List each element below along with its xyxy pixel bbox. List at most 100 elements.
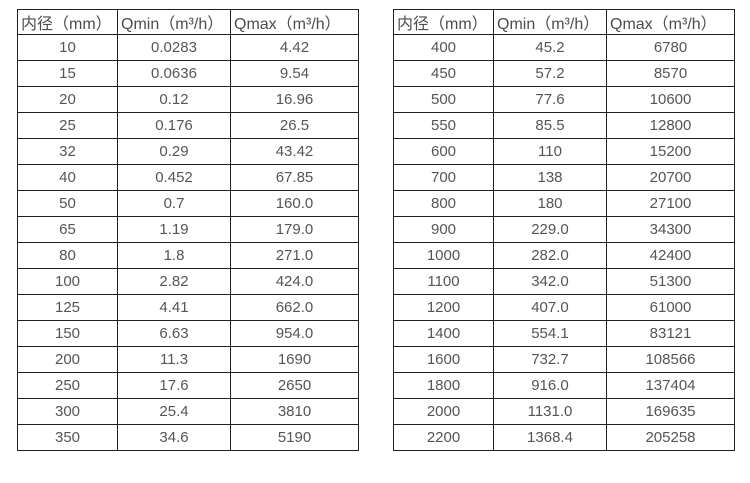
table-cell: 110: [493, 138, 607, 165]
column-header: Qmin（m³/h）: [117, 9, 231, 35]
table-cell: 1.8: [117, 242, 231, 269]
table-cell: 34300: [606, 216, 735, 243]
table-cell: 2000: [393, 398, 494, 425]
table-cell: 500: [393, 86, 494, 113]
table-cell: 0.29: [117, 138, 231, 165]
column-header: 内径（mm）: [17, 9, 118, 35]
table-cell: 1600: [393, 346, 494, 373]
table-row: 400 45.2 6780: [393, 34, 735, 61]
table-cell: 16.96: [230, 86, 359, 113]
table-cell: 100: [17, 268, 118, 295]
table-cell: 550: [393, 112, 494, 139]
table-row: 200 11.3 1690: [17, 346, 359, 373]
header-row: 内径（mm） Qmin（m³/h） Qmax（m³/h）: [393, 9, 735, 35]
table-row: 50 0.7 160.0: [17, 190, 359, 217]
table-row: 1100 342.0 51300: [393, 268, 735, 295]
table-cell: 271.0: [230, 242, 359, 269]
table-cell: 67.85: [230, 164, 359, 191]
table-cell: 700: [393, 164, 494, 191]
table-cell: 250: [17, 372, 118, 399]
table-row: 10 0.0283 4.42: [17, 34, 359, 61]
table-cell: 137404: [606, 372, 735, 399]
table-cell: 900: [393, 216, 494, 243]
table-row: 80 1.8 271.0: [17, 242, 359, 269]
table-cell: 27100: [606, 190, 735, 217]
table-cell: 4.41: [117, 294, 231, 321]
table-cell: 125: [17, 294, 118, 321]
table-cell: 2200: [393, 424, 494, 451]
table-cell: 3810: [230, 398, 359, 425]
table-cell: 800: [393, 190, 494, 217]
table-row: 125 4.41 662.0: [17, 294, 359, 321]
table-cell: 0.12: [117, 86, 231, 113]
table-cell: 0.0283: [117, 34, 231, 61]
table-cell: 6780: [606, 34, 735, 61]
table-cell: 43.42: [230, 138, 359, 165]
table-header: 内径（mm） Qmin（m³/h） Qmax（m³/h）: [393, 9, 735, 35]
table-row: 25 0.176 26.5: [17, 112, 359, 139]
table-row: 1000 282.0 42400: [393, 242, 735, 269]
spec-tables-container: 内径（mm） Qmin（m³/h） Qmax（m³/h） 10 0.0283 4.42 1…: [17, 9, 735, 451]
table-cell: 15: [17, 60, 118, 87]
table-body: 10 0.0283 4.42 15 0.0636 9.54 20 0.12 16.96 25 0.1…: [17, 34, 359, 451]
table-row: 2200 1368.4 205258: [393, 424, 735, 451]
table-cell: 150: [17, 320, 118, 347]
table-cell: 12800: [606, 112, 735, 139]
column-header: Qmax（m³/h）: [230, 9, 359, 35]
table-row: 1800 916.0 137404: [393, 372, 735, 399]
table-cell: 1200: [393, 294, 494, 321]
table-row: 500 77.6 10600: [393, 86, 735, 113]
table-cell: 50: [17, 190, 118, 217]
table-cell: 20700: [606, 164, 735, 191]
table-cell: 450: [393, 60, 494, 87]
table-cell: 57.2: [493, 60, 607, 87]
table-cell: 342.0: [493, 268, 607, 295]
table-row: 450 57.2 8570: [393, 60, 735, 87]
table-cell: 1368.4: [493, 424, 607, 451]
column-header: Qmax（m³/h）: [606, 9, 735, 35]
table-cell: 600: [393, 138, 494, 165]
table-cell: 25.4: [117, 398, 231, 425]
table-cell: 169635: [606, 398, 735, 425]
column-header: Qmin（m³/h）: [493, 9, 607, 35]
table-cell: 32: [17, 138, 118, 165]
table-cell: 51300: [606, 268, 735, 295]
table-row: 1400 554.1 83121: [393, 320, 735, 347]
table-cell: 45.2: [493, 34, 607, 61]
table-row: 350 34.6 5190: [17, 424, 359, 451]
table-cell: 65: [17, 216, 118, 243]
table-cell: 5190: [230, 424, 359, 451]
table-header: 内径（mm） Qmin（m³/h） Qmax（m³/h）: [17, 9, 359, 35]
table-cell: 138: [493, 164, 607, 191]
table-cell: 42400: [606, 242, 735, 269]
table-cell: 1000: [393, 242, 494, 269]
table-cell: 954.0: [230, 320, 359, 347]
header-row: 内径（mm） Qmin（m³/h） Qmax（m³/h）: [17, 9, 359, 35]
table-cell: 0.176: [117, 112, 231, 139]
table-row: 20 0.12 16.96: [17, 86, 359, 113]
table-cell: 2650: [230, 372, 359, 399]
table-cell: 10600: [606, 86, 735, 113]
table-row: 700 138 20700: [393, 164, 735, 191]
table-cell: 200: [17, 346, 118, 373]
table-row: 550 85.5 12800: [393, 112, 735, 139]
table-cell: 1400: [393, 320, 494, 347]
table-cell: 10: [17, 34, 118, 61]
table-cell: 180: [493, 190, 607, 217]
table-cell: 85.5: [493, 112, 607, 139]
table-cell: 2.82: [117, 268, 231, 295]
table-cell: 1100: [393, 268, 494, 295]
table-cell: 300: [17, 398, 118, 425]
table-cell: 40: [17, 164, 118, 191]
table-cell: 77.6: [493, 86, 607, 113]
table-row: 40 0.452 67.85: [17, 164, 359, 191]
table-cell: 662.0: [230, 294, 359, 321]
table-cell: 0.7: [117, 190, 231, 217]
table-cell: 205258: [606, 424, 735, 451]
table-cell: 61000: [606, 294, 735, 321]
table-cell: 1.19: [117, 216, 231, 243]
flow-spec-table-small-diameters: 内径（mm） Qmin（m³/h） Qmax（m³/h） 10 0.0283 4.42 1…: [17, 9, 359, 451]
table-row: 15 0.0636 9.54: [17, 60, 359, 87]
table-cell: 179.0: [230, 216, 359, 243]
table-row: 800 180 27100: [393, 190, 735, 217]
